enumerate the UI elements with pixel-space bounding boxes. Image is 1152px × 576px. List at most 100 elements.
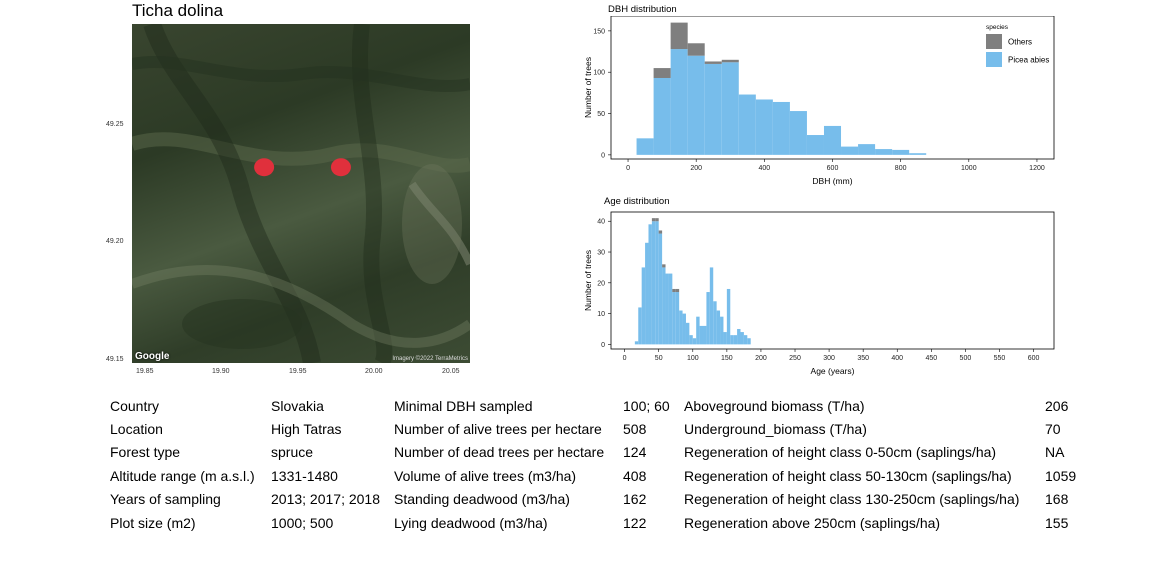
y-tick-label: 20	[597, 280, 605, 287]
histogram-bar	[875, 149, 893, 155]
map-credit: Imagery ©2022 TerraMetrics	[392, 356, 468, 362]
histogram-bar	[682, 313, 686, 345]
map-lon-tick: 20.05	[442, 368, 460, 375]
info-value: 162	[623, 491, 647, 508]
info-value: 124	[623, 444, 647, 461]
info-value: 122	[623, 514, 647, 531]
histogram-bar	[721, 59, 739, 63]
x-tick-label: 200	[690, 165, 702, 172]
site-title: Ticha dolina	[132, 1, 224, 20]
y-tick-label: 150	[593, 28, 605, 35]
dbh-chart-title: DBH distribution	[608, 4, 677, 15]
dbh-histogram: 0 200 400 600 800 1000 1200 0 50 100 150 DBH (mm) Nu…	[583, 16, 1055, 186]
map-lat-tick: 49.20	[106, 238, 124, 245]
x-tick-label: 600	[827, 165, 839, 172]
info-row: Country Slovakia Minimal DBH sampled 100; 6…	[110, 394, 1085, 417]
info-value: 508	[623, 421, 647, 438]
x-tick-label: 300	[823, 355, 835, 362]
histogram-bar	[670, 22, 688, 50]
histogram-bar	[672, 292, 676, 345]
x-tick-label: 350	[857, 355, 869, 362]
histogram-bar	[706, 292, 710, 345]
map-lon-tick: 19.85	[136, 368, 154, 375]
info-value: 2013; 2017; 2018	[271, 491, 380, 508]
info-label: Number of alive trees per hectare	[394, 421, 602, 438]
info-label: Country	[110, 397, 160, 414]
info-label: Altitude range (m a.s.l.)	[110, 467, 255, 484]
histogram-bar	[655, 221, 659, 345]
histogram-bar	[651, 221, 656, 345]
x-tick-label: 0	[626, 165, 630, 172]
histogram-bar	[733, 335, 738, 345]
map-lon-tick: 19.95	[289, 368, 307, 375]
histogram-bar	[685, 322, 690, 345]
x-tick-label: 0	[623, 355, 627, 362]
x-tick-label: 600	[1028, 355, 1040, 362]
map-lat-tick: 49.15	[106, 356, 124, 363]
histogram-bar	[699, 325, 704, 345]
histogram-bar	[668, 273, 673, 345]
info-label: Years of sampling	[110, 491, 221, 508]
x-tick-label: 550	[994, 355, 1006, 362]
histogram-bar	[806, 135, 824, 155]
histogram-bar	[651, 218, 656, 222]
histogram-bar	[743, 335, 748, 345]
map-lon-tick: 19.90	[212, 368, 230, 375]
histogram-bar	[687, 55, 705, 155]
histogram-bar	[841, 146, 859, 155]
histogram-bar	[634, 341, 639, 345]
info-value: High Tatras	[271, 421, 342, 438]
histogram-bar	[892, 149, 910, 155]
histogram-bar	[696, 316, 700, 345]
histogram-bar	[655, 218, 659, 222]
plot-marker	[330, 158, 351, 177]
info-label: Lying deadwood (m3/ha)	[394, 514, 548, 531]
y-tick-label: 50	[597, 111, 605, 118]
info-value: 168	[1045, 491, 1069, 508]
info-row: Years of sampling 2013; 2017; 2018 Standin…	[110, 488, 1085, 511]
info-label: Underground_biomass (T/ha)	[684, 421, 867, 438]
info-label: Volume of alive trees (m3/ha)	[394, 467, 577, 484]
x-tick-label: 250	[789, 355, 801, 362]
legend-swatch	[986, 34, 1002, 49]
histogram-bar	[658, 230, 663, 234]
y-tick-label: 0	[601, 342, 605, 349]
y-tick-label: 100	[593, 70, 605, 77]
info-value: 155	[1045, 514, 1069, 531]
histogram-bar	[670, 49, 688, 155]
satellite-map[interactable]: Google Imagery ©2022 TerraMetrics	[132, 24, 470, 363]
info-label: Regeneration of height class 0-50cm (sap…	[684, 444, 997, 461]
histogram-bar	[653, 77, 671, 155]
info-label: Forest type	[110, 444, 181, 461]
histogram-bar	[747, 338, 751, 345]
histogram-bar	[687, 43, 705, 56]
histogram-bar	[730, 335, 734, 345]
info-label: Regeneration of height class 130-250cm (…	[684, 491, 1020, 508]
info-label: Regeneration above 250cm (saplings/ha)	[684, 514, 941, 531]
histogram-bar	[740, 332, 744, 345]
info-value: spruce	[271, 444, 314, 461]
histogram-bar	[689, 335, 693, 345]
histogram-bar	[675, 288, 680, 293]
histogram-bar	[672, 288, 676, 293]
info-label: Minimal DBH sampled	[394, 397, 533, 414]
y-tick-label: 10	[597, 311, 605, 318]
histogram-bar	[720, 316, 724, 345]
info-row: Location High Tatras Number of alive trees…	[110, 417, 1085, 440]
x-tick-label: 150	[721, 355, 733, 362]
info-value: 408	[623, 467, 647, 484]
info-row: Forest type spruce Number of dead trees pe…	[110, 441, 1085, 464]
histogram-bar	[737, 328, 741, 345]
y-tick-label: 0	[601, 152, 605, 159]
info-value: Slovakia	[271, 397, 324, 414]
info-value: NA	[1045, 444, 1065, 461]
histogram-bar	[662, 267, 666, 345]
histogram-bar	[704, 61, 722, 64]
histogram-bar	[653, 68, 671, 78]
x-tick-label: 1200	[1029, 165, 1045, 172]
age-histogram: 0 50 100 150 200 250 300 350 400 450 500 550 600 0 10 2…	[583, 211, 1055, 376]
histogram-bar	[636, 138, 654, 155]
info-row: Plot size (m2) 1000; 500 Lying deadwood (m…	[110, 511, 1085, 534]
info-value: 206	[1045, 397, 1069, 414]
histogram-bar	[645, 242, 649, 345]
